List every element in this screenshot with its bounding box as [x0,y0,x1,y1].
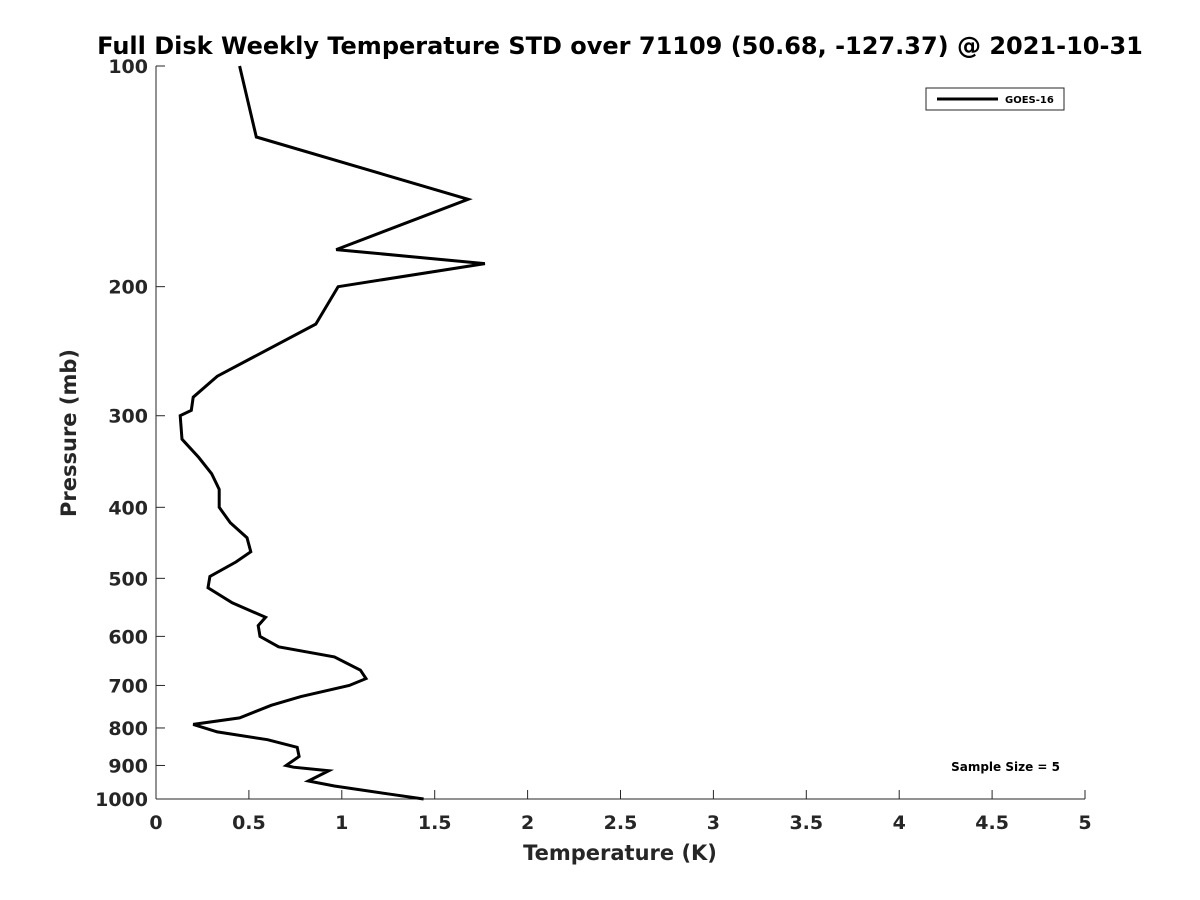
legend: GOES-16 [925,87,1065,111]
y-tick-label: 1000 [95,789,148,811]
y-tick-label: 300 [108,406,148,428]
series-layer [178,65,486,801]
x-axis-label: Temperature (K) [523,841,717,865]
x-tick-label: 5 [1078,812,1091,834]
x-tick-label: 3.5 [789,812,823,834]
y-axis-ticks: 100 200 300 400 500 600 700 800 900 1000 [95,56,165,811]
legend-label-goes-16: GOES-16 [1005,95,1054,106]
y-axis-label: Pressure (mb) [57,349,81,517]
x-tick-label: 2 [521,812,534,834]
y-tick-label: 900 [108,755,148,777]
y-tick-label: 400 [108,497,148,519]
sample-size-annotation: Sample Size = 5 [951,760,1060,774]
x-tick-label: 4 [893,812,906,834]
y-tick-label: 600 [108,626,148,648]
x-tick-label: 0 [149,812,162,834]
x-axis-ticks: 0 0.5 1 1.5 2 2.5 3 3.5 4 4.5 5 [149,790,1092,834]
plot-axes [155,66,1085,800]
chart-title: Full Disk Weekly Temperature STD over 71… [97,32,1143,60]
x-tick-label: 0.5 [232,812,266,834]
y-tick-label: 100 [108,56,148,78]
x-tick-label: 1 [335,812,348,834]
x-tick-label: 2.5 [604,812,638,834]
y-tick-label: 500 [108,568,148,590]
x-tick-label: 1.5 [418,812,452,834]
x-tick-label: 3 [707,812,720,834]
series-line-goes-16 [178,65,486,801]
x-tick-label: 4.5 [975,812,1009,834]
y-tick-label: 800 [108,718,148,740]
y-tick-label: 200 [108,277,148,299]
y-tick-label: 700 [108,675,148,697]
